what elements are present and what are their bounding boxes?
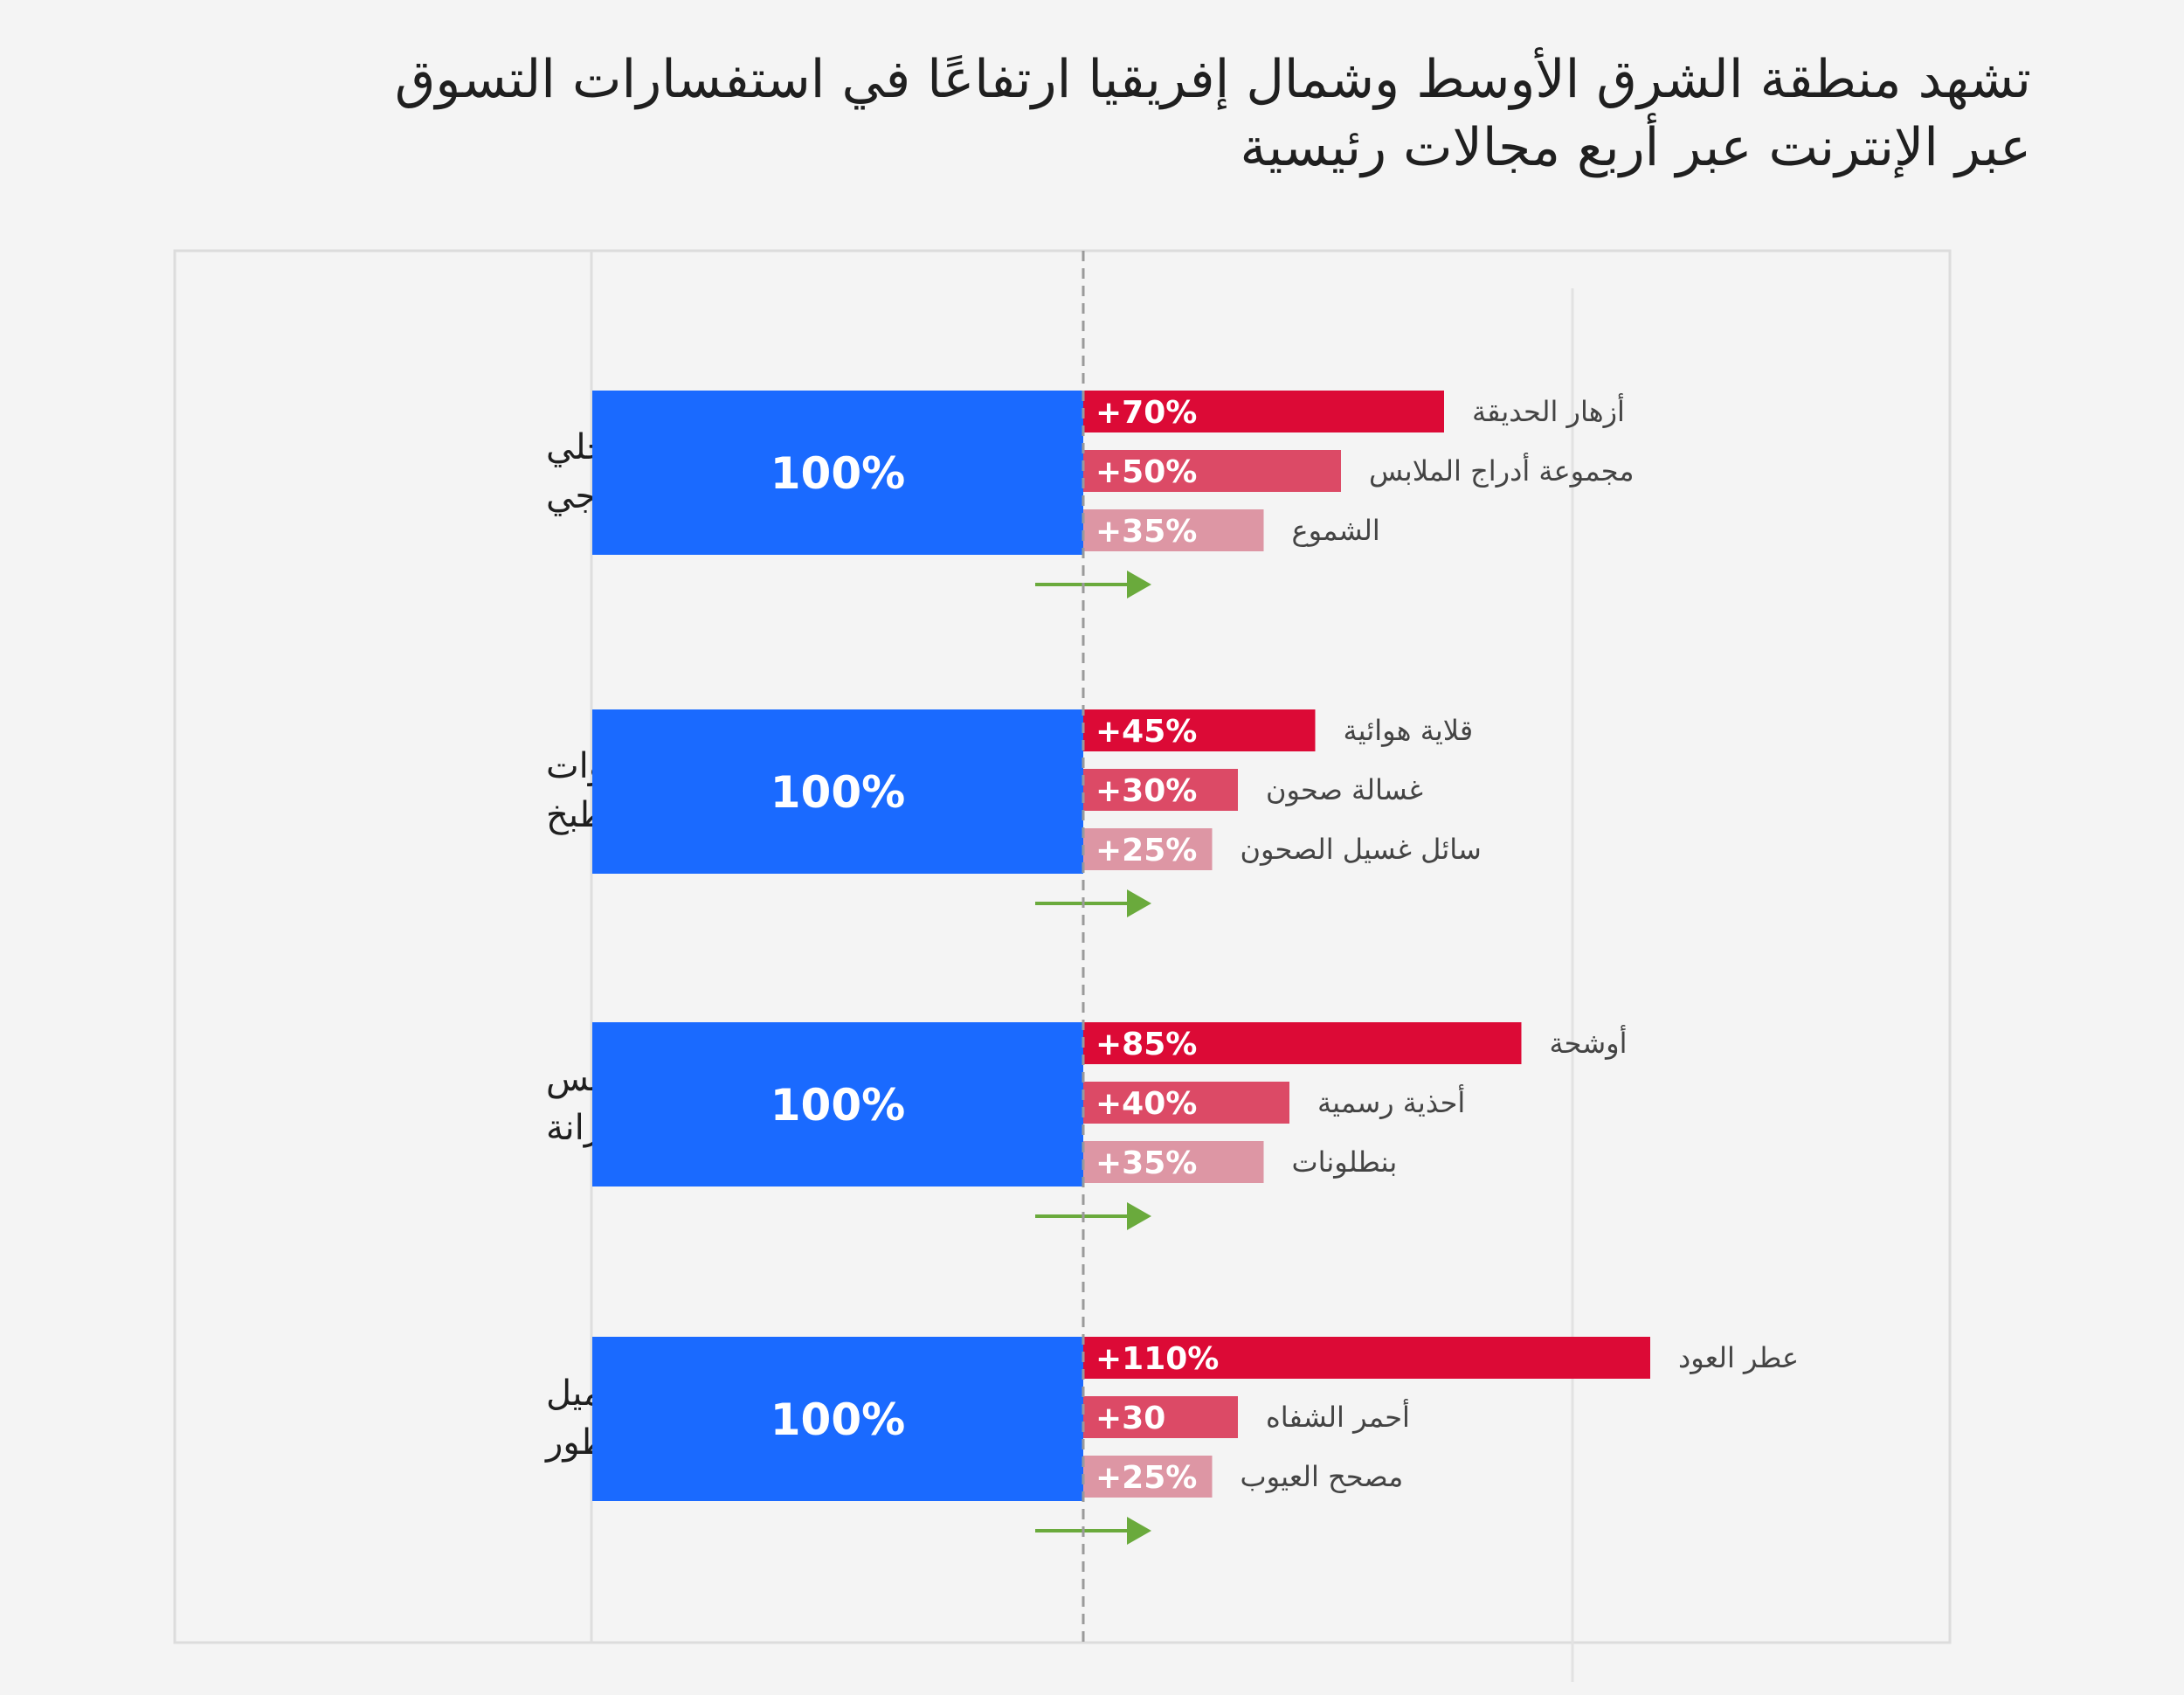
growth-bar — [1083, 1022, 1522, 1064]
growth-bar — [1083, 391, 1444, 432]
item-label: الشموع — [1292, 514, 1380, 547]
growth-arrow-head-icon — [1127, 1202, 1151, 1230]
growth-bar — [1083, 1456, 1213, 1498]
item-label: أحذية رسمية — [1317, 1084, 1465, 1119]
growth-value-label: +40% — [1095, 1086, 1197, 1122]
growth-bar — [1083, 1396, 1238, 1438]
item-label: أحمر الشفاه — [1266, 1399, 1410, 1434]
item-label: أوشحة — [1550, 1025, 1628, 1060]
base-bar — [592, 391, 1083, 555]
item-label: قلاية هوائية — [1344, 714, 1474, 747]
category-group: مستحضرات التجميلوالعطور100%+110%عطر العو… — [544, 1337, 1799, 1545]
base-bar-label: 100% — [771, 448, 905, 499]
growth-arrow-head-icon — [1127, 889, 1151, 917]
growth-value-label: +110% — [1095, 1341, 1219, 1377]
growth-bar — [1083, 450, 1341, 492]
base-bar — [592, 1022, 1083, 1186]
item-label: مصحح العيوب — [1241, 1460, 1404, 1493]
growth-value-label: +35% — [1095, 514, 1197, 550]
chart-title: تشهد منطقة الشرق الأوسط وشمال إفريقيا ار… — [66, 45, 2031, 182]
growth-bar — [1083, 1337, 1650, 1379]
item-label: سائل غسيل الصحون — [1241, 833, 1482, 866]
base-bar — [592, 1337, 1083, 1501]
base-bar-label: 100% — [771, 1080, 905, 1131]
base-bar-label: 100% — [771, 1394, 905, 1445]
growth-value-label: +25% — [1095, 1460, 1197, 1496]
growth-value-label: +35% — [1095, 1145, 1197, 1181]
growth-value-label: +25% — [1095, 833, 1197, 868]
growth-value-label: +30% — [1095, 773, 1197, 809]
category-group: ديكور داخليوخارجي100%+70%أزهار الحديقة+5… — [546, 391, 1635, 598]
growth-value-label: +50% — [1095, 454, 1197, 490]
growth-value-label: +85% — [1095, 1027, 1197, 1062]
growth-value-label: +30 — [1095, 1401, 1165, 1436]
growth-arrow-head-icon — [1127, 571, 1151, 598]
item-label: غسالة صحون — [1266, 773, 1423, 806]
base-bar-label: 100% — [771, 767, 905, 818]
growth-value-label: +70% — [1095, 395, 1197, 431]
growth-bar — [1083, 828, 1213, 870]
item-label: مجموعة أدراج الملابس — [1369, 453, 1635, 488]
growth-bar — [1083, 709, 1316, 751]
growth-bar — [1083, 1141, 1264, 1183]
growth-value-label: +45% — [1095, 714, 1197, 750]
base-bar — [592, 709, 1083, 874]
item-label: بنطلونات — [1292, 1145, 1398, 1179]
title-line-2: عبر الإنترنت عبر أربع مجالات رئيسية — [1240, 117, 2031, 178]
growth-bar — [1083, 509, 1264, 551]
growth-arrow-head-icon — [1127, 1517, 1151, 1545]
item-label: عطر العود — [1678, 1341, 1799, 1374]
category-group: تحديثات الملابسوالخزانة100%+85%أوشحة+40%… — [546, 1022, 1627, 1230]
plot-frame — [173, 249, 1952, 1644]
growth-bar — [1083, 769, 1238, 811]
category-group: أدواتالمطبخ100%+45%قلاية هوائية+30%غسالة… — [546, 709, 1482, 917]
title-line-1: تشهد منطقة الشرق الأوسط وشمال إفريقيا ار… — [394, 49, 2031, 110]
growth-bar — [1083, 1082, 1289, 1124]
item-label: أزهار الحديقة — [1472, 393, 1625, 428]
